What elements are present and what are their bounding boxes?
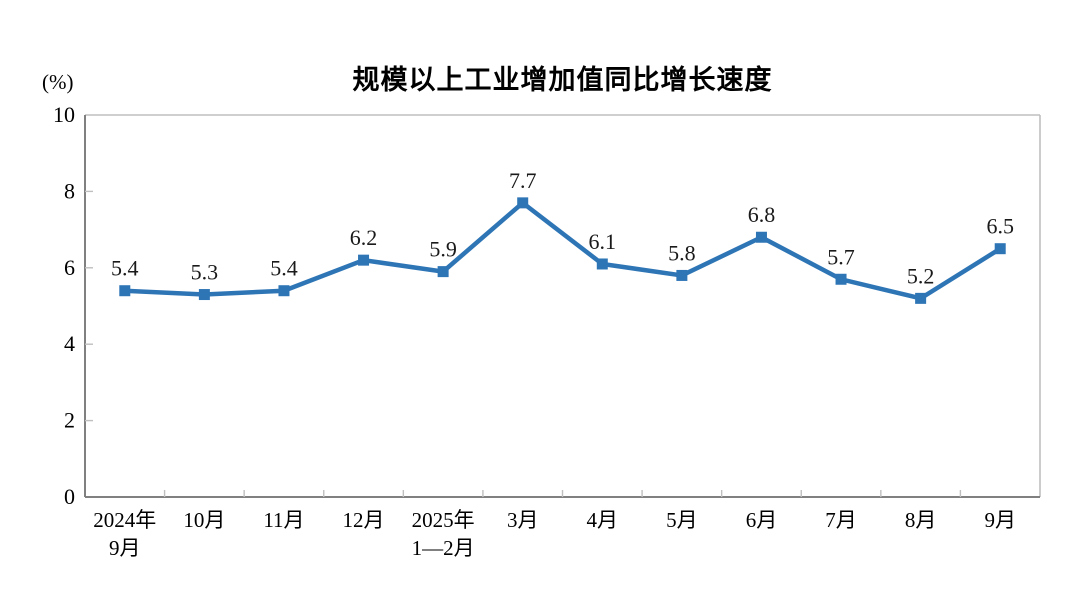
data-point-marker bbox=[517, 197, 529, 209]
data-point-label: 5.3 bbox=[191, 260, 219, 285]
data-point-marker bbox=[915, 292, 927, 304]
x-axis-tick-label: 2024年 bbox=[93, 508, 156, 532]
x-axis-tick-label: 9月 bbox=[984, 508, 1016, 532]
x-axis-tick-label: 8月 bbox=[905, 508, 937, 532]
x-axis-tick-label: 9月 bbox=[109, 536, 141, 560]
data-point-marker bbox=[596, 258, 608, 270]
y-axis-tick-label: 10 bbox=[53, 102, 75, 127]
y-axis-tick-label: 4 bbox=[64, 331, 75, 356]
series-line bbox=[124, 199, 1002, 301]
x-axis-tick-label: 2025年 bbox=[412, 508, 475, 532]
data-point-marker bbox=[278, 285, 290, 297]
data-point-label: 7.7 bbox=[509, 168, 537, 193]
data-point-label: 6.5 bbox=[986, 214, 1014, 239]
data-point-marker bbox=[835, 273, 847, 285]
x-axis-tick-label: 3月 bbox=[507, 508, 539, 532]
data-point-marker bbox=[994, 243, 1006, 255]
y-axis-tick-label: 0 bbox=[64, 484, 75, 509]
data-point-marker bbox=[119, 285, 131, 297]
data-point-marker bbox=[358, 254, 370, 266]
y-axis-tick-label: 8 bbox=[64, 178, 75, 203]
x-axis-tick-label: 7月 bbox=[825, 508, 857, 532]
x-axis-tick-label: 1—2月 bbox=[412, 536, 475, 560]
data-point-label: 5.4 bbox=[111, 256, 139, 281]
data-point-label: 6.8 bbox=[748, 202, 776, 227]
x-axis-tick-label: 4月 bbox=[587, 508, 619, 532]
y-axis-tick-label: 2 bbox=[64, 408, 75, 433]
y-axis-tick-label: 6 bbox=[64, 255, 75, 280]
data-point-marker bbox=[755, 231, 767, 243]
data-point-label: 5.8 bbox=[668, 240, 696, 265]
x-axis-tick-label: 11月 bbox=[263, 508, 304, 532]
data-point-marker bbox=[676, 269, 688, 281]
y-axis-unit-label: (%) bbox=[42, 70, 74, 94]
data-point-label: 5.2 bbox=[907, 263, 935, 288]
chart-title: 规模以上工业增加值同比增长速度 bbox=[352, 65, 773, 95]
x-axis-tick-label: 12月 bbox=[343, 508, 385, 532]
data-point-label: 5.7 bbox=[827, 244, 855, 269]
data-point-marker bbox=[198, 289, 210, 301]
x-axis-tick-label: 6月 bbox=[746, 508, 778, 532]
x-axis-tick-label: 10月 bbox=[183, 508, 225, 532]
data-point-label: 6.1 bbox=[589, 229, 617, 254]
x-axis-tick-label: 5月 bbox=[666, 508, 698, 532]
data-point-marker bbox=[437, 266, 449, 278]
data-point-label: 5.4 bbox=[270, 256, 298, 281]
data-point-label: 6.2 bbox=[350, 225, 378, 250]
data-point-label: 5.9 bbox=[429, 237, 457, 262]
